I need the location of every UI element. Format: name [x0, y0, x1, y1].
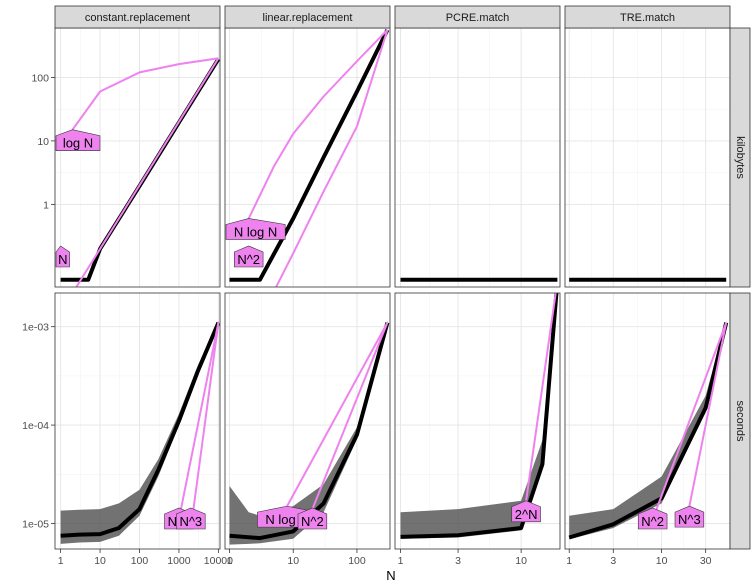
x-tick-label-linear-replacement: 10	[287, 555, 299, 567]
ref-label-box	[176, 507, 206, 530]
reference-line-2-n-pcre-match-seconds	[525, 293, 557, 501]
ref-label-text: log N	[63, 136, 93, 151]
x-tick-label-constant-replacement: 10000	[204, 555, 233, 567]
strip-label: TRE.match	[620, 12, 675, 24]
strip-label: PCRE.match	[446, 12, 510, 24]
panel-border-pcre-match-seconds	[394, 292, 561, 550]
ref-label-box	[55, 129, 101, 152]
y-tick-label-kilobytes: 1	[43, 199, 49, 211]
panel-bg-pcre-match-kilobytes	[395, 28, 560, 287]
strip-pcre-match: PCRE.match	[394, 5, 561, 29]
ref-label-n-3-tre-match-seconds: N^3	[674, 505, 705, 528]
y-tick-label-kilobytes: 100	[31, 72, 49, 84]
ref-label-n-2-linear-replacement-kilobytes: N^2	[233, 245, 264, 268]
x-tick-label-constant-replacement: 1000	[167, 555, 191, 567]
x-axis-title: N	[386, 568, 395, 583]
series-pcre-match-seconds: 2^N	[400, 293, 559, 539]
series-linear-replacement-kilobytes: N log N N^2	[225, 29, 390, 287]
panel-bg-linear-replacement-kilobytes	[225, 28, 390, 287]
ref-label-2-n-pcre-match-seconds: 2^N	[511, 500, 541, 523]
panels-layer: log NNN log NN^2N^2N^3N log NN^22^NN^2N^…	[54, 27, 731, 550]
ref-label-box	[637, 507, 668, 530]
gridlines-tre-match-kilobytes	[565, 28, 730, 287]
panel-bg-tre-match-kilobytes	[565, 28, 730, 287]
x-tick-label-pcre-match: 1	[398, 555, 404, 567]
strip-label: kilobytes	[734, 136, 746, 179]
reference-line-n-constant-replacement-kilobytes	[75, 57, 220, 287]
ref-label-box	[511, 500, 541, 523]
strip-seconds: seconds	[729, 292, 751, 550]
reference-line-log-n-constant-replacement-kilobytes	[71, 57, 219, 131]
empirical-line-pcre-match-seconds	[400, 293, 559, 539]
panel-border-constant-replacement-seconds	[54, 292, 221, 550]
gridlines-linear-replacement-kilobytes	[225, 28, 390, 287]
y-tick-label-seconds: 1e-03	[22, 322, 49, 334]
x-tick-label-tre-match: 3	[610, 555, 616, 567]
ref-label-n-constant-replacement-kilobytes: N	[55, 245, 70, 268]
series-constant-replacement-kilobytes: log N N	[55, 57, 220, 287]
ref-label-box	[233, 245, 264, 268]
strip-label: constant.replacement	[85, 12, 190, 24]
empirical-line-linear-replacement-kilobytes	[229, 29, 390, 282]
y-tick-label-kilobytes: 10	[37, 136, 49, 148]
ref-label-text: N^2	[301, 514, 324, 529]
x-tick-label-pcre-match: 10	[515, 555, 527, 567]
range-band-constant-replacement-seconds	[60, 320, 219, 544]
strip-kilobytes: kilobytes	[729, 27, 751, 288]
series-linear-replacement-seconds: N log NN^2	[229, 320, 390, 545]
x-tick-label-linear-replacement: 1	[227, 555, 233, 567]
strip-constant-replacement: constant.replacement	[54, 5, 221, 29]
ref-label-n-log-n-linear-replacement-kilobytes: N log N	[225, 218, 286, 240]
strip-tre-match: TRE.match	[564, 5, 731, 29]
reference-line-n-log-n-linear-replacement-seconds	[286, 322, 389, 507]
range-band-pcre-match-seconds	[400, 293, 557, 539]
ref-label-box	[674, 505, 705, 528]
ref-label-n-2-linear-replacement-seconds: N^2	[297, 507, 328, 530]
reference-line-n-2-constant-replacement-seconds	[177, 322, 220, 520]
reference-line-n-3-constant-replacement-seconds	[189, 322, 220, 530]
ref-label-text: N^2	[237, 252, 260, 267]
y-tick-label-seconds: 1e-04	[22, 420, 49, 432]
ref-label-text: 2^N	[515, 507, 538, 522]
reference-line-n-log-n-linear-replacement-kilobytes	[247, 29, 389, 219]
x-tick-label-tre-match: 10	[656, 555, 668, 567]
ref-label-text: N log N	[234, 224, 277, 239]
x-tick-label-tre-match: 1	[566, 555, 572, 567]
ref-label-box	[55, 245, 70, 268]
strips-layer: constant.replacement linear.replacement PC…	[54, 5, 751, 550]
gridlines-pcre-match-kilobytes	[395, 28, 560, 287]
reference-line-n-2-linear-replacement-kilobytes	[275, 29, 389, 287]
ref-label-text: N^3	[179, 514, 202, 529]
panel-border-linear-replacement-seconds	[224, 292, 391, 550]
ref-label-text: N^3	[678, 512, 701, 527]
x-tick-label-linear-replacement: 100	[348, 555, 366, 567]
ref-label-n-3-constant-replacement-seconds: N^3	[176, 507, 206, 530]
x-tick-label-tre-match: 30	[700, 555, 712, 567]
series-constant-replacement-seconds: N^2N^3	[60, 320, 220, 544]
ref-label-n-2-tre-match-seconds: N^2	[637, 507, 668, 530]
empirical-line-constant-replacement-seconds	[60, 321, 220, 538]
strip-label: seconds	[734, 401, 746, 442]
strip-label: linear.replacement	[263, 12, 353, 24]
ref-label-log-n-constant-replacement-kilobytes: log N	[55, 129, 101, 152]
panel-bg-constant-replacement-kilobytes	[55, 28, 220, 287]
strip-linear-replacement: linear.replacement	[224, 5, 391, 29]
series-tre-match-seconds: N^2 N^3	[568, 320, 729, 540]
reference-line-n-3-tre-match-seconds	[688, 322, 728, 507]
ref-label-box	[297, 507, 328, 530]
y-tick-label-seconds: 1e-05	[22, 518, 49, 530]
ref-label-text: N^2	[641, 514, 664, 529]
x-tick-label-constant-replacement: 1	[58, 555, 64, 567]
x-tick-label-pcre-match: 3	[455, 555, 461, 567]
ref-label-box	[225, 218, 286, 240]
reference-line-n-2-tre-match-seconds	[651, 322, 728, 520]
x-tick-label-constant-replacement: 100	[131, 555, 149, 567]
reference-line-n-2-linear-replacement-seconds	[311, 322, 389, 510]
x-tick-label-constant-replacement: 10	[94, 555, 106, 567]
ref-label-text: N	[58, 252, 67, 267]
